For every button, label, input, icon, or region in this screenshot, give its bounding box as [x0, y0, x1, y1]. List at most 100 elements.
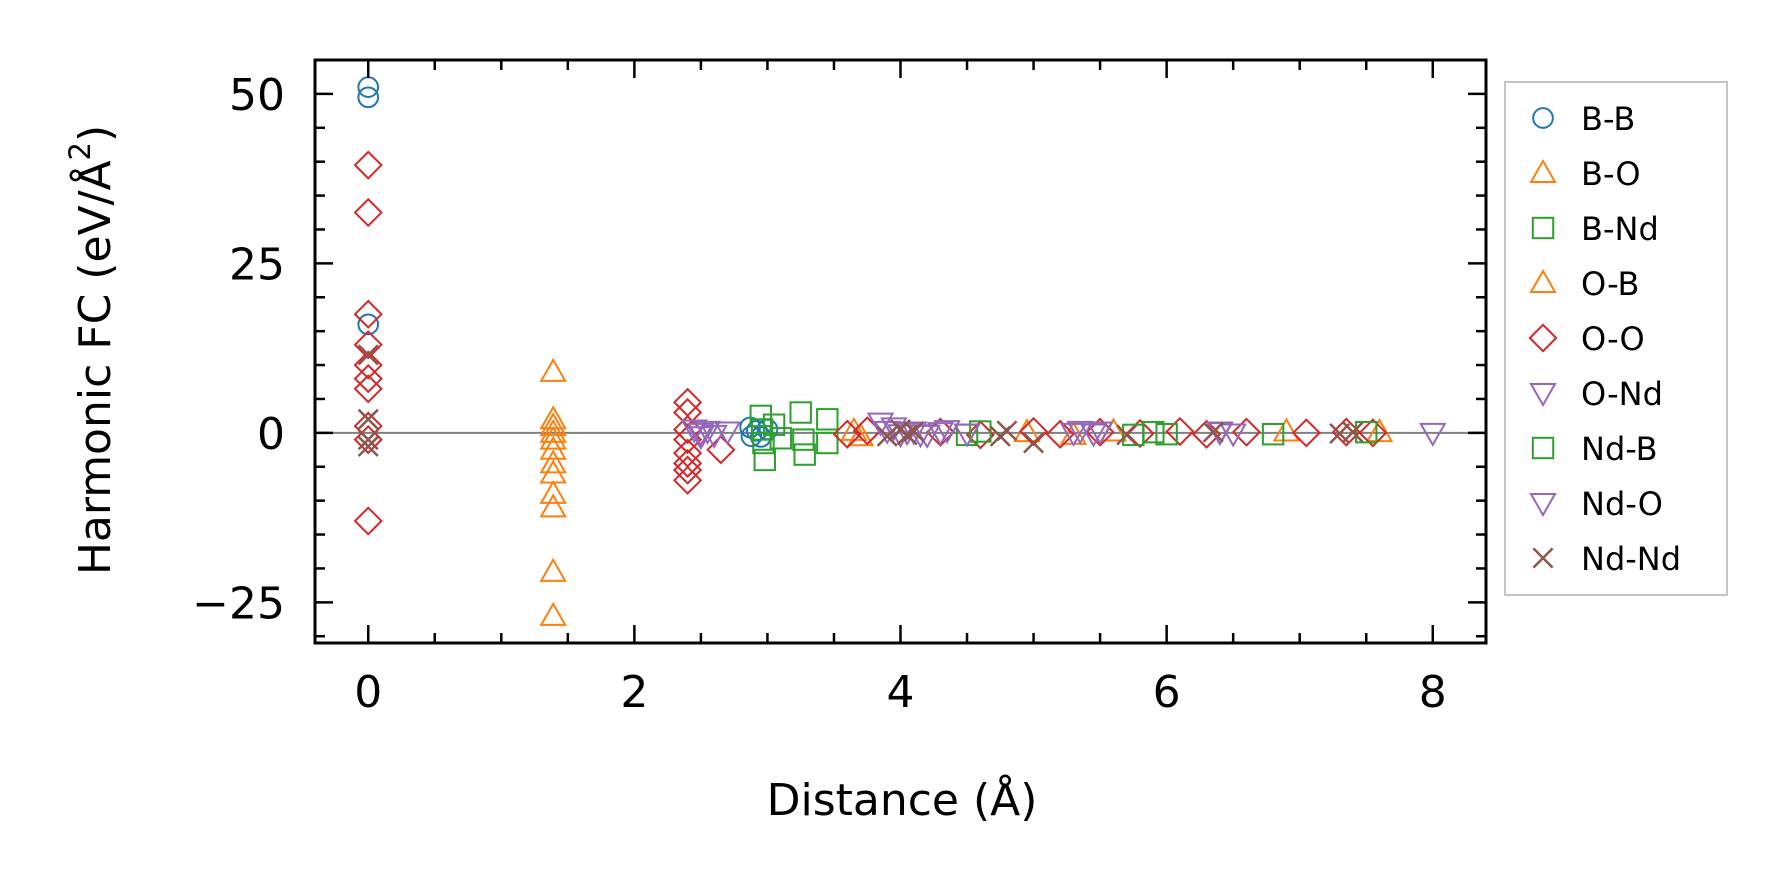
y-tick-label: 50 [229, 70, 285, 121]
x-tick-label: 4 [887, 667, 915, 718]
data-point [969, 420, 992, 443]
data-point [539, 425, 567, 450]
data-point [539, 479, 567, 504]
data-point [706, 435, 736, 465]
data-point [353, 299, 383, 329]
legend-label: Nd-B [1581, 430, 1658, 468]
data-point [1272, 417, 1301, 442]
legend-marker [1531, 436, 1555, 460]
data-point [672, 455, 703, 485]
data-point [1142, 420, 1165, 444]
data-point [926, 422, 955, 447]
series-nd-nd [357, 344, 1364, 457]
data-point [933, 420, 961, 445]
data-point [353, 506, 383, 536]
legend-entry-b-b: B-B [1532, 100, 1635, 138]
data-point [539, 418, 567, 443]
legend-entry-b-o: B-O [1529, 155, 1641, 193]
data-point [753, 448, 776, 472]
data-point [1079, 423, 1108, 448]
y-tick-label: 25 [229, 239, 285, 290]
x-tick-label: 6 [1153, 667, 1181, 718]
data-point [1291, 418, 1321, 448]
data-point [539, 435, 567, 460]
y-axis-label-close: ) [70, 125, 121, 142]
data-point [953, 423, 981, 448]
legend-box [1504, 81, 1728, 596]
y-tick-label: 0 [257, 409, 285, 460]
legend: B-B B-O B-Nd O-B O-O O-Nd Nd-B Nd-O Nd-Nd [1504, 81, 1728, 596]
legend-marker [1528, 323, 1558, 353]
data-point [353, 364, 383, 394]
data-point [762, 413, 786, 436]
data-point [1045, 419, 1075, 449]
data-point [687, 426, 715, 451]
data-point [903, 421, 925, 442]
data-point [1023, 432, 1045, 454]
data-point [1365, 418, 1394, 443]
data-point [539, 557, 567, 582]
data-point [1059, 422, 1088, 447]
x-tick-label: 0 [354, 667, 382, 718]
data-point [539, 412, 567, 437]
data-point [896, 424, 918, 446]
data-point [357, 344, 379, 366]
data-point [539, 493, 567, 518]
data-point [1165, 416, 1195, 447]
legend-label: B-Nd [1581, 210, 1659, 248]
data-point [1261, 423, 1285, 446]
data-point [353, 425, 383, 455]
data-point [357, 435, 379, 457]
data-point [693, 420, 722, 445]
legend-entry-o-b: O-B [1529, 265, 1639, 303]
data-point [357, 408, 379, 430]
data-point [769, 427, 792, 450]
data-point [357, 429, 379, 451]
data-point [713, 421, 742, 446]
legend-entry-nd-b: Nd-B [1531, 430, 1658, 468]
data-point [687, 422, 715, 447]
data-point [1231, 417, 1262, 447]
data-point [792, 428, 815, 451]
data-point [357, 313, 380, 336]
legend-marker [1529, 268, 1557, 293]
y-axis-label: Harmonic FC (eV/Å2) [63, 125, 121, 575]
y-axis-label-main: Harmonic FC (eV/Å [68, 160, 121, 575]
legend-label: Nd-O [1581, 485, 1663, 523]
y-axis-label-superscript: 2 [63, 142, 97, 160]
legend-marker [1529, 158, 1557, 183]
legend-label: Nd-Nd [1581, 540, 1681, 578]
data-point [353, 150, 383, 180]
data-point [353, 330, 383, 360]
data-point [1219, 423, 1247, 448]
data-point [353, 374, 383, 404]
data-point [1419, 422, 1447, 447]
legend-marker [1529, 383, 1557, 408]
data-point [816, 408, 839, 431]
legend-marker [1531, 216, 1555, 240]
data-point [846, 422, 875, 447]
legend-entry-o-o: O-O [1528, 320, 1645, 358]
data-point [965, 420, 995, 450]
data-point [1086, 421, 1114, 446]
y-tick-label: −25 [192, 578, 285, 629]
data-point [749, 404, 772, 428]
data-point [793, 443, 816, 466]
data-point [1358, 418, 1388, 448]
data-point [672, 465, 703, 495]
data-point [700, 424, 728, 449]
data-point [539, 357, 567, 382]
data-point [1116, 424, 1138, 446]
series-b-nd [749, 401, 839, 472]
data-point [789, 401, 812, 424]
x-tick-label: 8 [1419, 667, 1447, 718]
legend-label: O-B [1581, 265, 1639, 303]
legend-label: B-B [1581, 100, 1635, 138]
data-point [750, 418, 774, 441]
data-point [539, 601, 567, 626]
data-point [876, 425, 898, 447]
axes: 0 2 4 6 8 −25 0 25 50 [192, 58, 1488, 718]
series-b-o [539, 357, 567, 626]
x-axis-label: Distance (Å) [767, 773, 1038, 826]
